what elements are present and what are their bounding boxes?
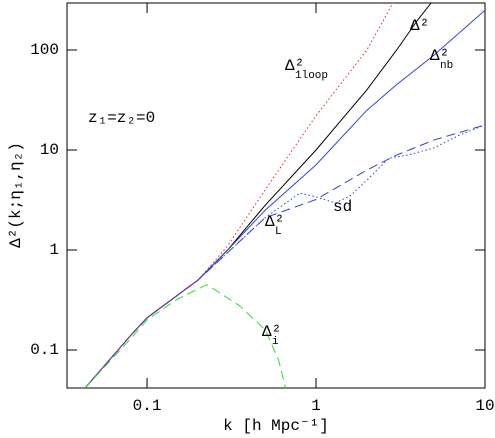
series-label-sub: i	[272, 336, 279, 348]
series-line	[84, 3, 432, 388]
series-label: Δ²	[265, 213, 284, 231]
series-label-sub: nb	[440, 60, 453, 72]
series-line	[84, 284, 287, 388]
series-label: Δ²	[430, 47, 449, 65]
x-tick-label: 0.1	[133, 397, 162, 415]
series-line	[84, 9, 485, 388]
series-label: sd	[333, 198, 352, 216]
x-tick-label: 10	[475, 397, 494, 415]
y-tick-label: 10	[40, 141, 59, 159]
series-label: Δ²	[262, 323, 281, 341]
y-axis-label: Δ²(k;η₁,η₂)	[7, 142, 25, 248]
x-tick-label: 1	[311, 397, 321, 415]
series-line	[84, 124, 485, 388]
y-tick-label: 1	[49, 241, 59, 259]
y-tick-label: 100	[30, 41, 59, 59]
plot-frame	[66, 2, 486, 389]
annotation: z₁=z₂=0	[88, 109, 155, 127]
y-tick-label: 0.1	[30, 341, 59, 359]
series-label: Δ²	[410, 17, 429, 35]
series-label: Δ²	[285, 57, 304, 75]
series-line	[84, 3, 394, 388]
x-axis-label: k [h Mpc⁻¹]	[223, 417, 329, 435]
series-line	[84, 124, 485, 388]
series-label-sub: L	[275, 226, 282, 238]
series-label-sub: 1loop	[295, 70, 328, 82]
